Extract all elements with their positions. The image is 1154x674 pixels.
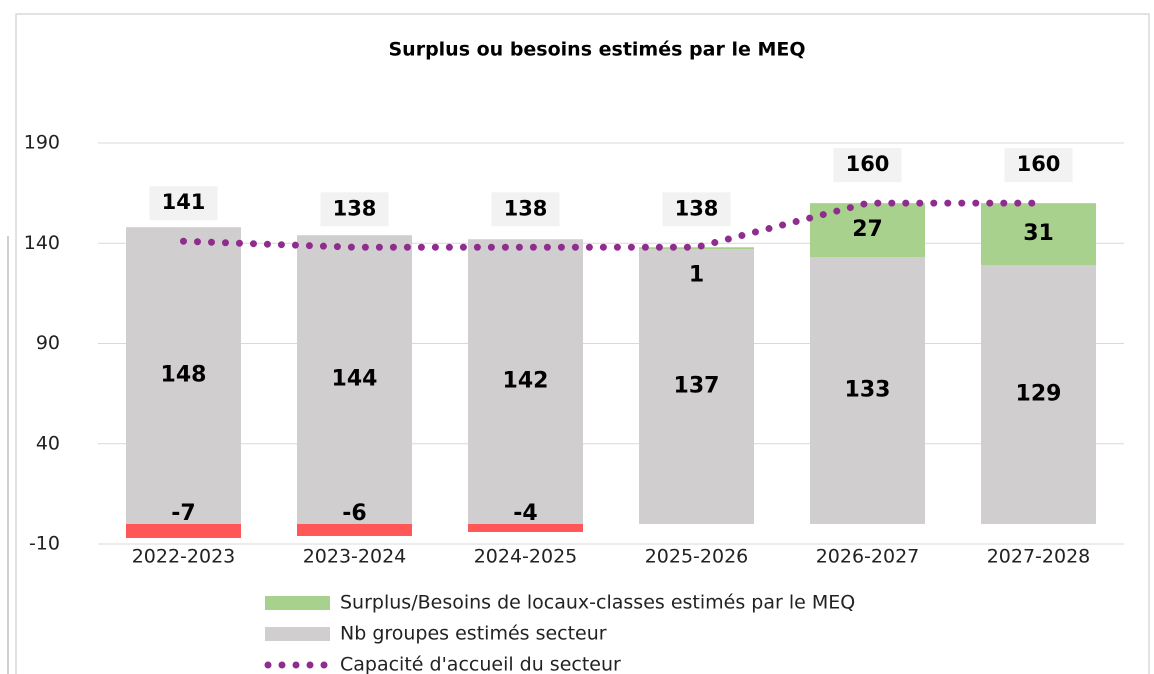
x-tick-label: 2022-2023 <box>132 546 236 568</box>
data-label: 160 <box>1017 152 1061 176</box>
x-tick-label: 2026-2027 <box>816 546 920 568</box>
data-label: 31 <box>1023 221 1054 246</box>
data-label: 137 <box>674 374 720 399</box>
bar-segment <box>468 239 583 524</box>
data-label: 27 <box>852 217 883 242</box>
data-label: -4 <box>513 501 537 526</box>
x-tick-label: 2023-2024 <box>303 546 407 568</box>
data-label: 142 <box>503 369 549 394</box>
line-series <box>180 199 1042 251</box>
bar-segment <box>468 523 583 532</box>
bar-segment <box>126 523 241 538</box>
bar-segment <box>981 203 1096 266</box>
label-box <box>833 148 902 183</box>
bar-segment <box>810 257 925 524</box>
data-label: 141 <box>162 190 206 214</box>
legend-label: Capacité d'accueil du secteur <box>340 654 621 674</box>
bar-segment <box>297 235 412 524</box>
y-tick-label: 190 <box>24 132 60 154</box>
y-tick-label: 40 <box>36 432 60 454</box>
data-label: -6 <box>342 501 366 526</box>
bar-segment <box>639 249 754 524</box>
data-label: 1 <box>689 262 704 287</box>
label-box <box>662 192 731 227</box>
legend-label: Surplus/Besoins de locaux-classes estimé… <box>340 592 855 614</box>
data-label: 138 <box>333 196 377 220</box>
bar-segment <box>639 247 754 250</box>
data-label: 138 <box>504 196 548 220</box>
x-tick-label: 2025-2026 <box>645 546 749 568</box>
legend-swatch <box>265 627 330 641</box>
label-box <box>320 192 389 227</box>
bar-segment <box>297 523 412 536</box>
y-tick-label: 90 <box>36 332 60 354</box>
data-label: 144 <box>332 367 378 392</box>
label-box <box>149 186 218 221</box>
data-label: -7 <box>171 501 195 526</box>
y-tick-label: 140 <box>24 232 60 254</box>
x-tick-label: 2027-2028 <box>987 546 1091 568</box>
data-label: 129 <box>1016 382 1062 407</box>
data-label: 148 <box>161 363 207 388</box>
label-box <box>491 192 560 227</box>
x-tick-label: 2024-2025 <box>474 546 578 568</box>
bar-segment <box>126 227 241 524</box>
legend-swatch <box>265 596 330 610</box>
data-label: 133 <box>845 378 891 403</box>
chart-frame <box>15 13 1150 674</box>
data-label: 160 <box>846 152 890 176</box>
bar-segment <box>981 265 1096 524</box>
chart-title: Surplus ou besoins estimés par le MEQ <box>388 39 805 61</box>
y-tick-label: -10 <box>29 533 60 555</box>
legend-label: Nb groupes estimés secteur <box>340 623 607 645</box>
bar-segment <box>810 203 925 258</box>
data-label: 138 <box>675 196 719 220</box>
label-box <box>1004 148 1073 183</box>
